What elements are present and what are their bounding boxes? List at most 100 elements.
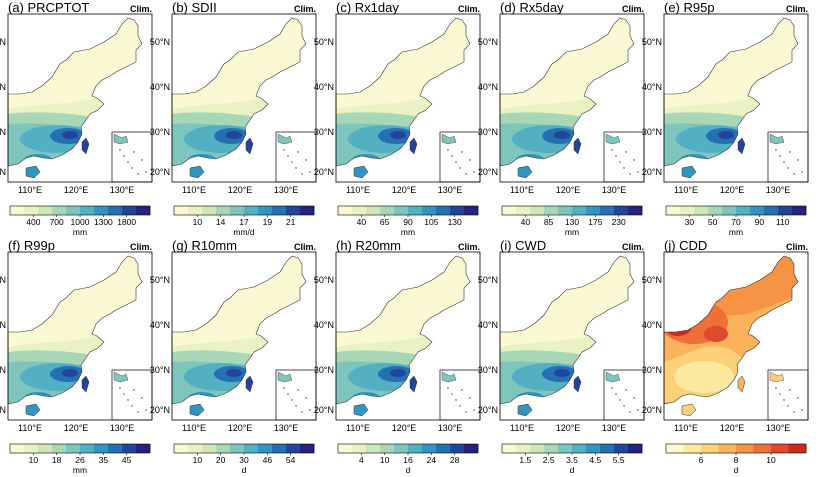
colorbar-unit: d <box>242 465 247 475</box>
colorbar-segment <box>530 444 545 453</box>
latitude-label: 20°N <box>314 167 334 177</box>
colorbar: 40 85 130 175 230 mm <box>501 205 643 237</box>
colorbar-segment <box>202 206 217 215</box>
colorbar-segment <box>683 444 702 453</box>
colorbar-tick-label: 3.5 <box>566 455 578 465</box>
colorbar-segment <box>436 206 451 215</box>
longitude-label: 120°E <box>64 185 89 195</box>
colorbar-segment <box>394 444 409 453</box>
longitude-label: 120°E <box>720 423 745 433</box>
colorbar-segment <box>516 444 531 453</box>
latitude-label: 40°N <box>642 320 662 330</box>
latitude-label: 30°N <box>478 365 498 375</box>
south-china-sea-inset <box>767 131 809 183</box>
colorbar-segment <box>136 444 151 453</box>
latitude-label: 40°N <box>150 320 170 330</box>
colorbar-tick-label: 10 <box>766 455 776 465</box>
map-panel: (i) CWD Clim. 50°N 40°N 30°N 20°N 110°E 120°E 13… <box>478 238 645 475</box>
clim-label: Clim. <box>458 4 480 14</box>
map-panel: (j) CDD Clim. 50°N 40°N 30°N 20°N 110°E 120°E 13… <box>642 238 809 475</box>
latitude-label: 40°N <box>478 320 498 330</box>
colorbar: 10 14 17 19 21 mm/d <box>173 205 315 237</box>
colorbar-tick-label: 30 <box>239 455 249 465</box>
colorbar: 4 10 16 24 28 d <box>337 443 479 475</box>
colorbar-tick-label: 50 <box>708 217 718 227</box>
colorbar-tick-label: 90 <box>755 217 765 227</box>
panel-title: (h) R20mm <box>336 238 401 253</box>
latitude-label: 20°N <box>642 167 662 177</box>
clim-label: Clim. <box>622 242 644 252</box>
colorbar-segment <box>380 206 395 215</box>
colorbar-segment <box>502 206 517 215</box>
colorbar-segment <box>286 444 301 453</box>
colorbar-tick-label: 19 <box>263 217 273 227</box>
colorbar-segment <box>558 206 573 215</box>
panel-title: (d) Rx5day <box>500 0 564 15</box>
longitude-label: 130°E <box>602 185 627 195</box>
colorbar-unit: mm <box>401 227 415 237</box>
south-china-sea-inset <box>275 369 317 421</box>
map-panel: (f) R99p Clim. 50°N 40°N 30°N 20°N 110°E 120°E 1… <box>0 238 153 475</box>
latitude-label: 20°N <box>0 405 6 415</box>
longitude-label: 130°E <box>766 185 791 195</box>
colorbar-segment <box>722 206 737 215</box>
south-china-sea-inset <box>275 131 317 183</box>
colorbar-segment <box>38 444 53 453</box>
colorbar-segment <box>108 206 123 215</box>
colorbar-segment <box>338 206 353 215</box>
china-map <box>499 13 645 183</box>
clim-label: Clim. <box>786 242 808 252</box>
colorbar-tick-label: 14 <box>216 217 226 227</box>
south-china-sea-inset <box>603 369 645 421</box>
colorbar-segment <box>771 444 789 453</box>
colorbar-segment <box>52 206 67 215</box>
colorbar-segment <box>366 444 381 453</box>
clim-label: Clim. <box>294 4 316 14</box>
map-panel: (a) PRCPTOT Clim. 50°N 40°N 30°N 20°N 110°E 120… <box>0 0 153 237</box>
latitude-label: 50°N <box>314 275 334 285</box>
longitude-label: 130°E <box>438 423 463 433</box>
longitude-label: 110°E <box>18 185 42 195</box>
latitude-label: 40°N <box>150 82 170 92</box>
latitude-label: 50°N <box>0 275 6 285</box>
map-panel: (h) R20mm Clim. 50°N 40°N 30°N 20°N 110°E 120°E… <box>314 238 481 475</box>
panel-title: (a) PRCPTOT <box>8 0 89 15</box>
longitude-label: 120°E <box>64 423 89 433</box>
colorbar: 6 8 10 d <box>665 443 807 475</box>
longitude-label: 120°E <box>228 423 253 433</box>
colorbar-segment <box>94 444 109 453</box>
longitude-label: 110°E <box>510 423 534 433</box>
colorbar-segment <box>736 206 751 215</box>
colorbar-unit: mm <box>73 227 87 237</box>
colorbar-tick-label: 110 <box>776 217 790 227</box>
colorbar-tick-label: 10 <box>380 455 390 465</box>
colorbar-segment <box>408 206 423 215</box>
colorbar-segment <box>572 206 587 215</box>
colorbar-unit: mm <box>729 227 743 237</box>
latitude-label: 20°N <box>314 405 334 415</box>
colorbar-segment <box>380 444 395 453</box>
colorbar-tick-label: 2.5 <box>543 455 555 465</box>
latitude-label: 20°N <box>150 167 170 177</box>
china-map <box>7 251 153 421</box>
south-china-sea-inset <box>439 131 481 183</box>
colorbar-segment <box>366 206 381 215</box>
colorbar-segment <box>24 206 39 215</box>
colorbar-tick-label: 21 <box>286 217 296 227</box>
colorbar-segment <box>300 206 315 215</box>
latitude-label: 30°N <box>314 365 334 375</box>
longitude-label: 110°E <box>674 185 698 195</box>
colorbar-segment <box>408 444 423 453</box>
colorbar-tick-label: 105 <box>424 217 438 227</box>
latitude-label: 30°N <box>478 127 498 137</box>
colorbar-tick-label: 16 <box>403 455 413 465</box>
china-map <box>499 251 645 421</box>
latitude-label: 20°N <box>478 405 498 415</box>
panel-title: (f) R99p <box>8 238 55 253</box>
colorbar-tick-label: 65 <box>380 217 390 227</box>
colorbar-segment <box>66 444 81 453</box>
latitude-label: 30°N <box>150 127 170 137</box>
longitude-label: 110°E <box>346 185 370 195</box>
map-panel: (b) SDII Clim. 50°N 40°N 30°N 20°N 110°E 120°E 1… <box>150 0 317 237</box>
